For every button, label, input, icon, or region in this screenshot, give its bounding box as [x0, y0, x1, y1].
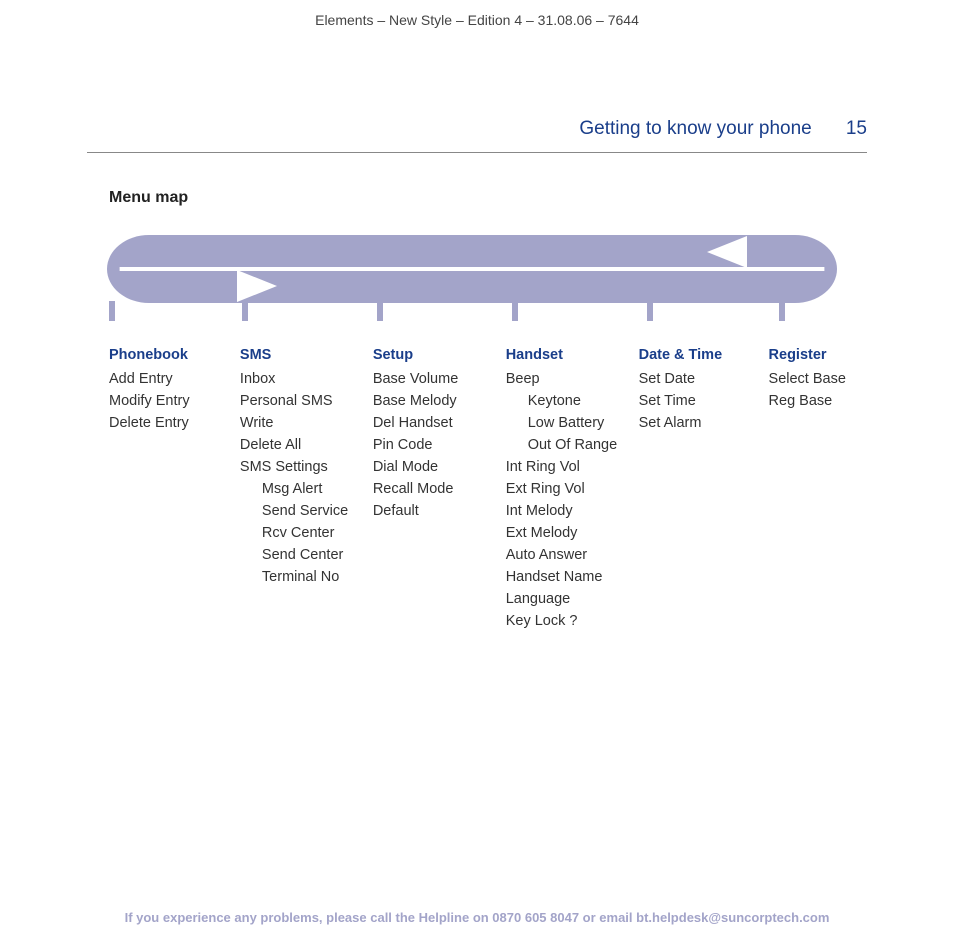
menu-subitem: Out Of Range — [528, 434, 639, 456]
menu-item: Dial Mode — [373, 456, 506, 478]
menu-item: Base Volume — [373, 368, 506, 390]
divider — [87, 152, 867, 153]
menu-item: Int Melody — [506, 500, 639, 522]
menu-subitem: Msg Alert — [262, 478, 373, 500]
menu-item: Default — [373, 500, 506, 522]
menu-subitem: Terminal No — [262, 566, 373, 588]
menu-item: Set Alarm — [639, 412, 769, 434]
page-number: 15 — [817, 118, 867, 140]
menu-item: Set Time — [639, 390, 769, 412]
ribbon-svg — [87, 223, 857, 335]
menu-column: HandsetBeepKeytoneLow BatteryOut Of Rang… — [506, 344, 639, 632]
menu-item: Base Melody — [373, 390, 506, 412]
menu-subitem: Send Center — [262, 544, 373, 566]
menu-item: Personal SMS — [240, 390, 373, 412]
menu-item: Del Handset — [373, 412, 506, 434]
menu-item: SMS Settings — [240, 456, 373, 478]
section-title-row: Getting to know your phone 15 — [87, 118, 867, 152]
document-header: Elements – New Style – Edition 4 – 31.08… — [0, 0, 954, 28]
menu-item: Delete Entry — [109, 412, 240, 434]
menu-item: Beep — [506, 368, 639, 390]
menu-item: Delete All — [240, 434, 373, 456]
menu-column: Date & TimeSet DateSet TimeSet Alarm — [639, 344, 769, 434]
menu-item: Set Date — [639, 368, 769, 390]
menu-item: Modify Entry — [109, 390, 240, 412]
menu-column: PhonebookAdd EntryModify EntryDelete Ent… — [109, 344, 240, 434]
menu-item: Language — [506, 588, 639, 610]
footer-helpline: If you experience any problems, please c… — [0, 910, 954, 925]
page-content: Getting to know your phone 15 Menu map P… — [87, 118, 867, 632]
menu-column-title: SMS — [240, 344, 373, 366]
menu-column-title: Setup — [373, 344, 506, 366]
menu-column-title: Date & Time — [639, 344, 769, 366]
menu-item: Write — [240, 412, 373, 434]
menu-column: SetupBase VolumeBase MelodyDel HandsetPi… — [373, 344, 506, 522]
menu-subitem: Rcv Center — [262, 522, 373, 544]
menu-item: Select Base — [769, 368, 867, 390]
menu-column-title: Handset — [506, 344, 639, 366]
menu-subitem: Low Battery — [528, 412, 639, 434]
menu-item: Auto Answer — [506, 544, 639, 566]
subheading: Menu map — [109, 189, 867, 207]
menu-item: Recall Mode — [373, 478, 506, 500]
menu-item: Key Lock ? — [506, 610, 639, 632]
section-title: Getting to know your phone — [579, 118, 811, 139]
menu-item: Ext Melody — [506, 522, 639, 544]
menu-column: SMSInboxPersonal SMSWriteDelete AllSMS S… — [240, 344, 373, 588]
menu-column-title: Phonebook — [109, 344, 240, 366]
menu-item: Int Ring Vol — [506, 456, 639, 478]
menu-subitem: Send Service — [262, 500, 373, 522]
menu-item: Reg Base — [769, 390, 867, 412]
menu-subitem: Keytone — [528, 390, 639, 412]
menu-ribbon-graphic — [87, 223, 867, 340]
menu-column: RegisterSelect BaseReg Base — [769, 344, 867, 412]
menu-item: Ext Ring Vol — [506, 478, 639, 500]
menu-column-title: Register — [769, 344, 867, 366]
menu-item: Inbox — [240, 368, 373, 390]
menu-item: Handset Name — [506, 566, 639, 588]
menu-item: Add Entry — [109, 368, 240, 390]
menu-columns: PhonebookAdd EntryModify EntryDelete Ent… — [109, 344, 867, 632]
menu-item: Pin Code — [373, 434, 506, 456]
